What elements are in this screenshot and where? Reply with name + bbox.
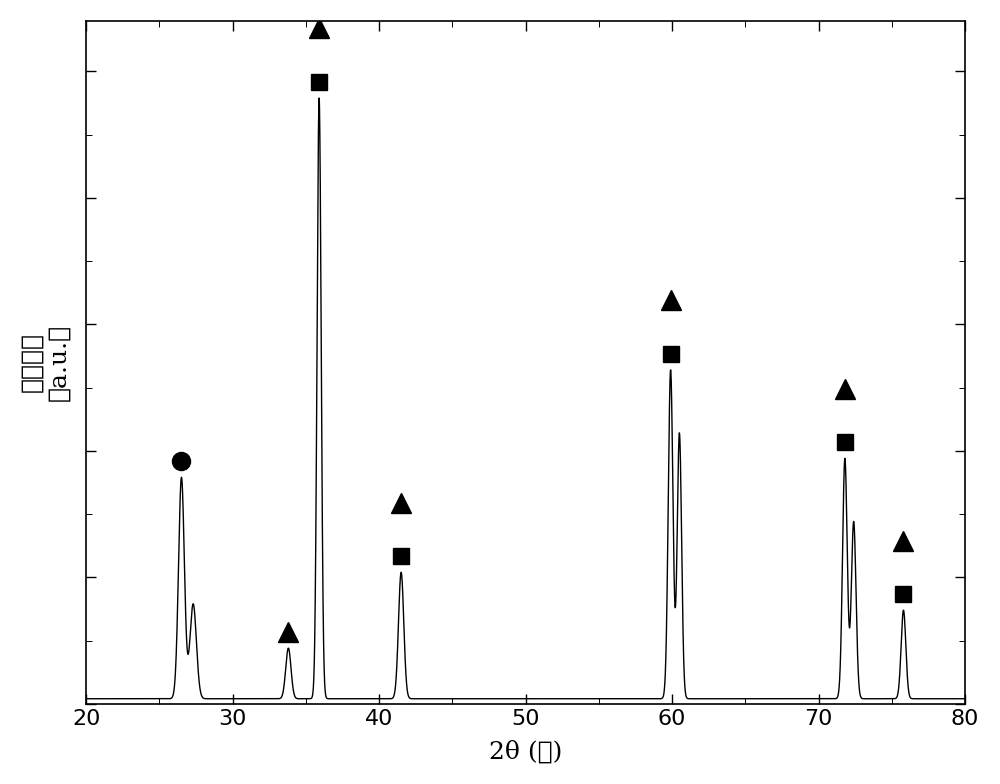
X-axis label: 2θ (度): 2θ (度) bbox=[489, 740, 562, 763]
Y-axis label: 相对强度
（a.u.）: 相对强度 （a.u.） bbox=[21, 324, 70, 401]
